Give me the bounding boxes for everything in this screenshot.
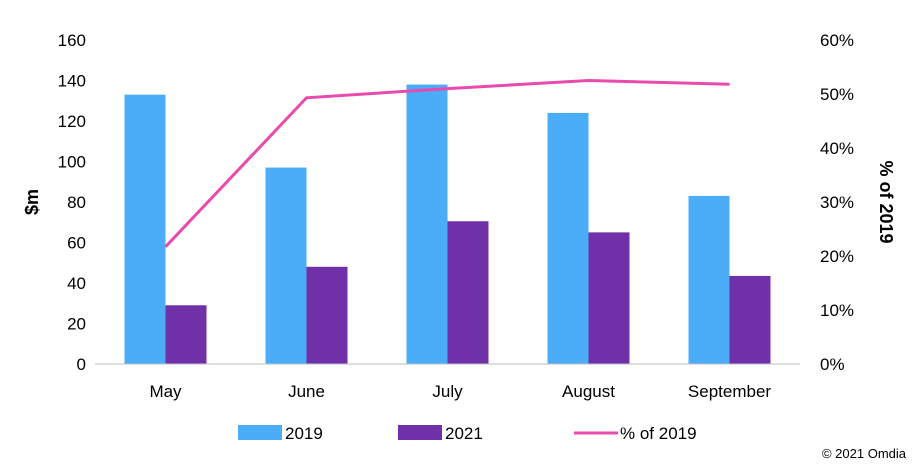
y2-axis-label: % of 2019	[876, 160, 896, 243]
bar-2019	[406, 84, 448, 365]
line-series	[164, 78, 730, 248]
y-tick-label: 20	[67, 315, 86, 334]
legend-label: 2019	[285, 424, 323, 443]
y-axis-label: $m	[22, 189, 42, 215]
x-tick-label: May	[149, 382, 182, 401]
y-tick-label: 160	[58, 31, 86, 50]
y-tick-label: 40	[67, 274, 86, 293]
y-tick-label: 100	[58, 153, 86, 172]
bar-2019	[547, 112, 589, 365]
x-tick-label: August	[562, 382, 615, 401]
y-tick-label: 120	[58, 112, 86, 131]
x-tick-label: July	[432, 382, 463, 401]
y2-tick-label: 30%	[820, 193, 854, 212]
bar-2019	[688, 195, 730, 364]
bar-2021	[306, 266, 348, 364]
y-tick-label: 140	[58, 72, 86, 91]
bar-2019	[265, 167, 307, 364]
bar-2021	[165, 305, 207, 364]
legend-label: 2021	[445, 424, 483, 443]
legend-swatch	[238, 425, 282, 440]
legend-swatch	[398, 425, 442, 440]
y-tick-label: 60	[67, 234, 86, 253]
y2-tick-label: 60%	[820, 31, 854, 50]
y2-tick-label: 10%	[820, 301, 854, 320]
y2-tick-label: 20%	[820, 247, 854, 266]
y2-tick-label: 0%	[820, 355, 845, 374]
copyright: © 2021 Omdia	[822, 446, 907, 461]
legend-label: % of 2019	[620, 424, 697, 443]
y2-tick-label: 50%	[820, 85, 854, 104]
x-tick-label: September	[688, 382, 771, 401]
bar-2019	[124, 94, 166, 365]
bar-2021	[588, 232, 630, 364]
bar-2021	[447, 221, 489, 364]
y2-tick-label: 40%	[820, 139, 854, 158]
bar-2021	[729, 275, 771, 364]
y-tick-label: 80	[67, 193, 86, 212]
y-tick-label: 0	[77, 355, 86, 374]
x-tick-label: June	[288, 382, 325, 401]
